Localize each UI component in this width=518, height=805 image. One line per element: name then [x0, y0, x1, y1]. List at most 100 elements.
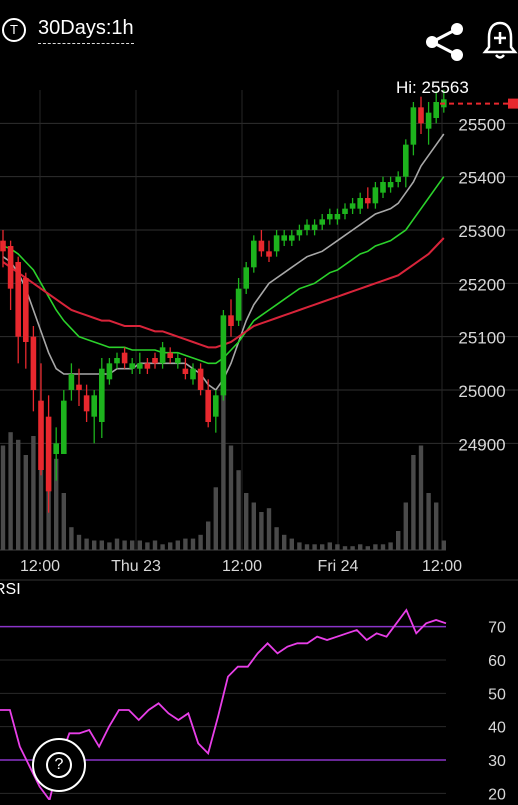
rsi-tick-label: 70	[488, 620, 506, 637]
time-tick-label: 12:00	[222, 558, 262, 575]
candle-body	[45, 416, 52, 492]
price-tick-label: 25500	[458, 115, 505, 134]
candlestick	[99, 358, 105, 438]
volume-bar	[152, 540, 158, 550]
candle-body	[334, 214, 341, 220]
candlestick	[152, 352, 158, 369]
candlestick	[334, 208, 341, 225]
candlestick	[182, 358, 189, 380]
candle-body	[243, 267, 249, 289]
price-tick-label: 25100	[458, 329, 505, 348]
candle-body	[235, 288, 242, 321]
volume-bar	[130, 540, 135, 550]
candle-body	[296, 230, 303, 236]
candle-body	[205, 390, 211, 422]
candle-body	[106, 363, 113, 380]
candlestick	[372, 182, 379, 209]
candlestick	[53, 427, 59, 481]
candlestick	[38, 363, 44, 476]
volume-bar	[221, 382, 226, 550]
volume-bar	[418, 445, 424, 550]
bell-plus-icon[interactable]	[482, 20, 518, 62]
volume-bar	[426, 493, 431, 550]
candlestick	[0, 230, 6, 268]
candlestick	[7, 240, 14, 310]
candlestick	[30, 326, 37, 412]
price-tick-label: 25300	[458, 222, 505, 241]
candle-body	[281, 235, 287, 241]
candlestick	[243, 262, 249, 294]
candlestick	[418, 96, 424, 134]
rsi-tick-label: 20	[488, 786, 506, 800]
candlestick	[76, 368, 82, 406]
candle-body	[251, 240, 257, 268]
candlestick	[83, 384, 90, 422]
candle-body	[380, 182, 386, 193]
candle-body	[365, 198, 371, 204]
candlestick	[380, 176, 386, 198]
candlestick	[129, 358, 135, 374]
volume-bar	[107, 542, 112, 550]
volume-bar	[274, 527, 279, 550]
timeframe-title[interactable]: 30Days:1h	[38, 17, 134, 44]
volume-bar	[297, 542, 302, 550]
candle-body	[76, 384, 82, 390]
candle-body	[304, 224, 310, 230]
volume-bar	[38, 451, 44, 550]
price-tick-label: 24900	[458, 435, 505, 454]
top-bar: T 30Days:1h	[0, 0, 518, 70]
symbol-badge[interactable]: T	[2, 18, 26, 42]
volume-bar	[122, 540, 127, 550]
volume-bar	[160, 544, 165, 550]
candle-body	[266, 251, 272, 257]
volume-bar	[236, 470, 241, 550]
candle-body	[144, 363, 151, 369]
candle-body	[311, 224, 318, 230]
candlestick	[121, 347, 128, 369]
candle-body	[433, 102, 439, 118]
help-button[interactable]: ?	[32, 738, 86, 792]
candle-body	[61, 400, 67, 454]
volume-bar	[358, 544, 363, 550]
candle-body	[175, 358, 181, 364]
volume-bar	[320, 544, 325, 550]
time-tick-label: Fri 24	[318, 558, 359, 575]
volume-bar	[0, 445, 6, 550]
candlestick	[304, 219, 310, 236]
candle-body	[91, 395, 97, 417]
candlestick	[365, 187, 371, 209]
candle-body	[395, 176, 401, 182]
candlestick	[403, 139, 409, 188]
volume-bar	[396, 531, 401, 550]
candlestick	[137, 352, 143, 374]
volume-bar	[198, 534, 203, 550]
volume-bar	[342, 546, 348, 550]
candlestick	[289, 230, 295, 246]
candle-body	[410, 107, 417, 145]
candlestick	[357, 192, 363, 214]
volume-bar	[69, 527, 74, 550]
rsi-tick-label: 60	[488, 653, 506, 670]
candle-body	[349, 203, 356, 209]
volume-bar	[228, 445, 234, 550]
share-icon[interactable]	[424, 22, 466, 62]
volume-bar	[434, 502, 439, 550]
volume-bar	[282, 534, 287, 550]
volume-bar	[54, 458, 59, 550]
candlestick	[395, 171, 401, 188]
candlestick	[281, 230, 287, 246]
candle-body	[159, 347, 166, 364]
candle-body	[68, 374, 75, 390]
volume-bar	[8, 432, 13, 550]
candle-body	[15, 262, 21, 337]
rsi-line	[0, 608, 447, 803]
candle-body	[38, 400, 44, 470]
candlestick	[258, 230, 265, 257]
candlestick	[106, 358, 113, 385]
price-tick-label: 25400	[458, 169, 505, 188]
help-question-icon: ?	[46, 752, 72, 778]
candlestick	[205, 379, 211, 428]
volume-bar	[266, 508, 272, 550]
candlestick	[433, 91, 439, 124]
